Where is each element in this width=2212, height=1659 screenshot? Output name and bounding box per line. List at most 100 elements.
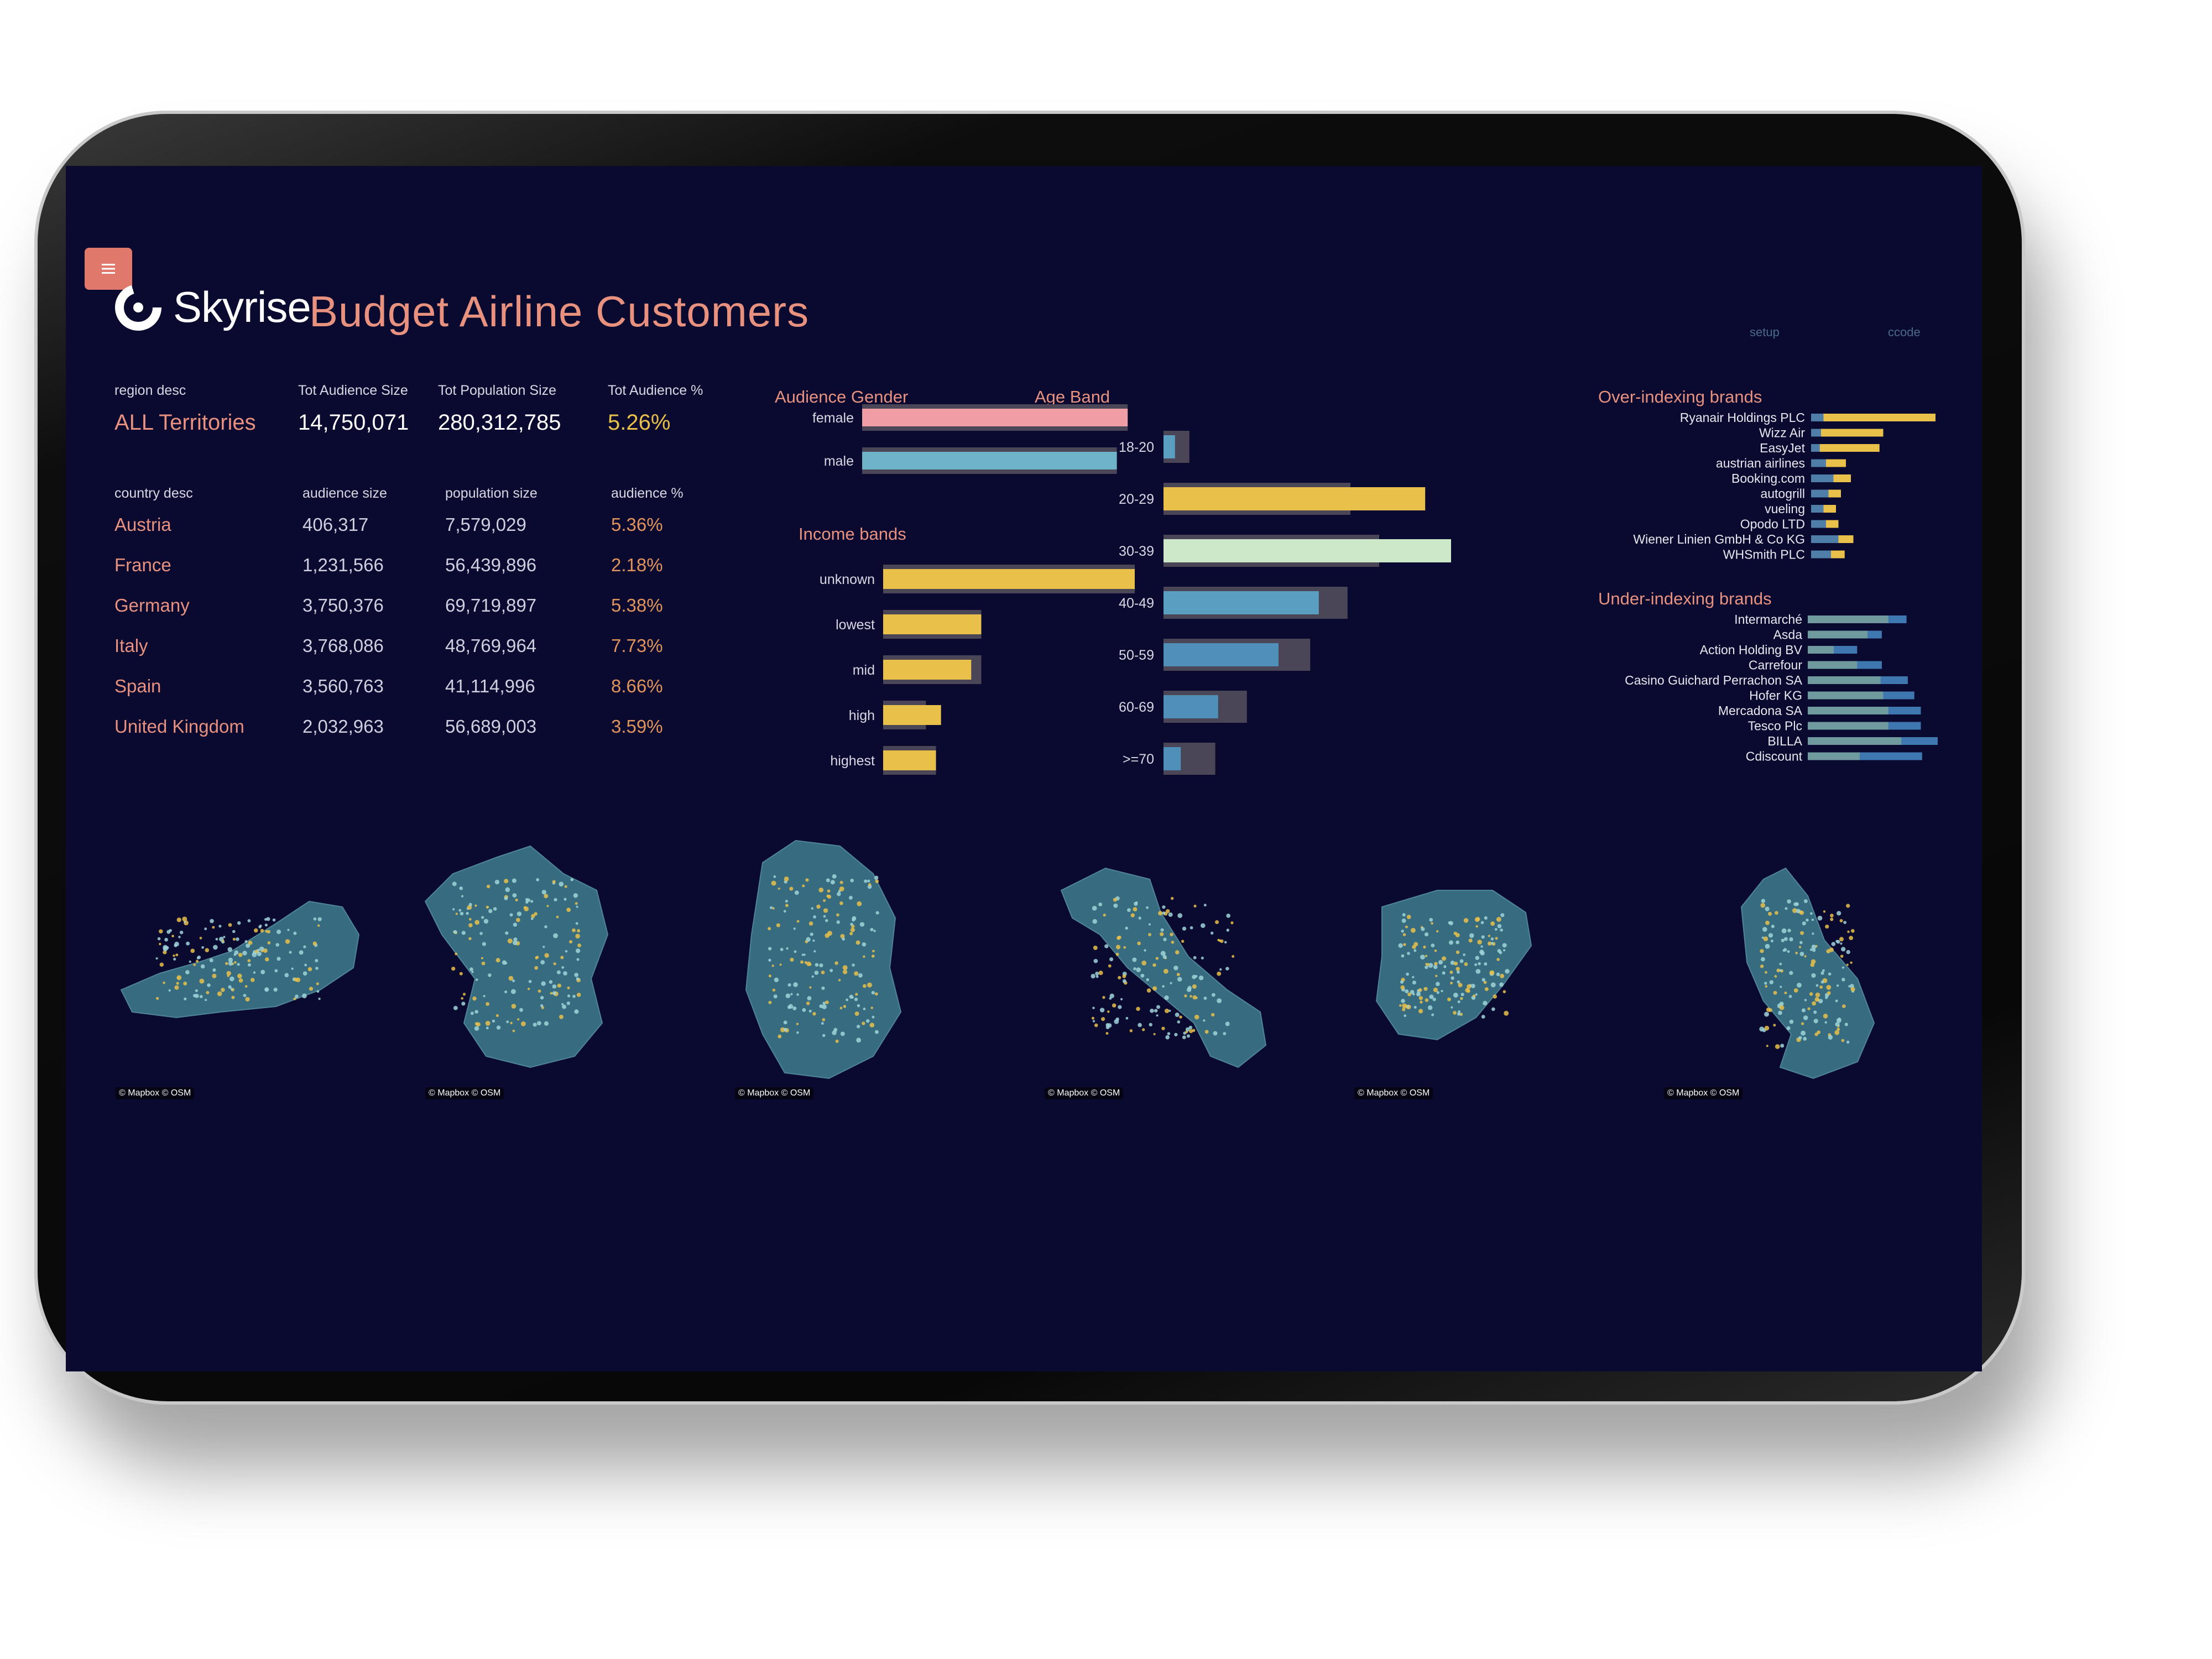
setup-link[interactable]: setup bbox=[1750, 325, 1780, 339]
map-dot bbox=[1841, 947, 1846, 952]
bar bbox=[1808, 661, 1858, 669]
map-dot bbox=[1768, 912, 1772, 916]
map-attribution[interactable]: © Mapbox © OSM bbox=[116, 1087, 195, 1099]
map-dot bbox=[869, 1022, 875, 1027]
bar-label: BILLA bbox=[1767, 734, 1802, 748]
map-dot bbox=[254, 928, 258, 933]
dashboard-screen: Skyrise Budget Airline Customers setup c… bbox=[66, 166, 1982, 1371]
map-dot bbox=[540, 995, 544, 1000]
bar-label: lowest bbox=[836, 617, 875, 633]
map-dot bbox=[1104, 944, 1109, 948]
map-dot bbox=[1803, 1015, 1808, 1020]
map-dot bbox=[176, 917, 181, 922]
country-name: France bbox=[114, 555, 171, 575]
bar-label: Mercadona SA bbox=[1718, 703, 1803, 718]
map-dot bbox=[157, 937, 161, 941]
map-dot bbox=[1154, 1009, 1158, 1013]
map-attribution[interactable]: © Mapbox © OSM bbox=[1045, 1087, 1124, 1099]
map-dot bbox=[566, 907, 571, 912]
map-dot bbox=[163, 950, 167, 954]
map-dot bbox=[832, 1030, 837, 1035]
map-dot bbox=[1193, 956, 1197, 959]
map-dot bbox=[1190, 995, 1192, 998]
map-dot bbox=[796, 1031, 799, 1034]
map-dot bbox=[1434, 962, 1438, 966]
map-dot bbox=[452, 908, 455, 911]
map-dot bbox=[1800, 931, 1804, 935]
map-dot bbox=[265, 988, 268, 992]
map-dot bbox=[1470, 984, 1475, 988]
map-dot bbox=[294, 977, 298, 982]
map-dot bbox=[570, 878, 574, 881]
map-dot bbox=[1477, 940, 1482, 945]
map-dot bbox=[460, 911, 464, 916]
map-dot bbox=[199, 995, 203, 998]
map-dot bbox=[474, 1010, 478, 1014]
map-dot bbox=[1213, 1031, 1218, 1036]
map-dot bbox=[1455, 950, 1460, 954]
map-dot bbox=[209, 958, 213, 963]
map-dot bbox=[813, 915, 816, 919]
map-attribution[interactable]: © Mapbox © OSM bbox=[425, 1087, 504, 1099]
map-dot bbox=[1161, 1026, 1165, 1030]
bar bbox=[1811, 414, 1936, 421]
map-dot bbox=[155, 957, 158, 960]
map-dot bbox=[870, 928, 874, 932]
map-dot bbox=[1785, 907, 1788, 910]
map-dot bbox=[1850, 987, 1855, 992]
map-dot bbox=[575, 933, 580, 939]
map-dot bbox=[806, 961, 811, 967]
map-dot bbox=[315, 967, 319, 970]
map-dot bbox=[307, 967, 312, 972]
map-dot bbox=[267, 941, 271, 945]
hamburger-icon bbox=[102, 264, 115, 274]
bar-label: Asda bbox=[1773, 628, 1803, 642]
map-dot bbox=[247, 919, 251, 922]
map-dot bbox=[1203, 1019, 1206, 1022]
country-audience: 1,231,566 bbox=[302, 555, 384, 575]
map-dot bbox=[1778, 1010, 1782, 1015]
map-dot bbox=[564, 885, 567, 888]
map-dot bbox=[1204, 1030, 1209, 1034]
map-dot bbox=[252, 952, 257, 957]
map-dot bbox=[1402, 1003, 1407, 1009]
map-dot bbox=[1425, 954, 1428, 957]
bar-charts: female male unknown lowest mid high highest 18-… bbox=[812, 404, 1938, 775]
map-dot bbox=[1412, 980, 1416, 985]
map-dot bbox=[1211, 1013, 1215, 1017]
map-dot bbox=[823, 908, 828, 913]
map-dot bbox=[1186, 1034, 1191, 1038]
map-dot bbox=[1801, 1008, 1806, 1013]
map-dot bbox=[520, 1021, 526, 1026]
map-dot bbox=[471, 971, 474, 973]
col-header-audience: audience size bbox=[302, 486, 387, 501]
map-attribution[interactable]: © Mapbox © OSM bbox=[1354, 1087, 1433, 1099]
map-dot bbox=[1148, 923, 1151, 926]
map-dot bbox=[1840, 942, 1843, 945]
map-attribution[interactable]: © Mapbox © OSM bbox=[735, 1087, 814, 1099]
map-dot bbox=[1179, 1015, 1182, 1019]
map-dot bbox=[1795, 951, 1798, 954]
map-dot bbox=[512, 878, 517, 883]
map-dot bbox=[802, 884, 805, 888]
map-dot bbox=[201, 946, 205, 949]
map-dot bbox=[1140, 973, 1145, 978]
map-dot bbox=[1483, 1000, 1488, 1006]
map-dot bbox=[1126, 908, 1131, 912]
bar-label: unknown bbox=[820, 572, 875, 587]
col-header-country: country desc bbox=[114, 486, 193, 501]
map-dot bbox=[1170, 896, 1174, 900]
map-dot bbox=[557, 983, 561, 988]
map-dot bbox=[1474, 963, 1478, 966]
map-dot bbox=[1824, 1021, 1827, 1024]
ccode-link[interactable]: ccode bbox=[1888, 325, 1921, 339]
map-dot bbox=[827, 889, 831, 893]
map-attribution[interactable]: © Mapbox © OSM bbox=[1664, 1087, 1743, 1099]
map-dot bbox=[469, 967, 473, 972]
map-dot bbox=[848, 895, 853, 900]
map-dot bbox=[768, 974, 771, 978]
map-dot bbox=[854, 1011, 859, 1016]
menu-button[interactable] bbox=[85, 248, 132, 290]
map-dot bbox=[1456, 970, 1460, 974]
bar bbox=[1808, 691, 1884, 700]
